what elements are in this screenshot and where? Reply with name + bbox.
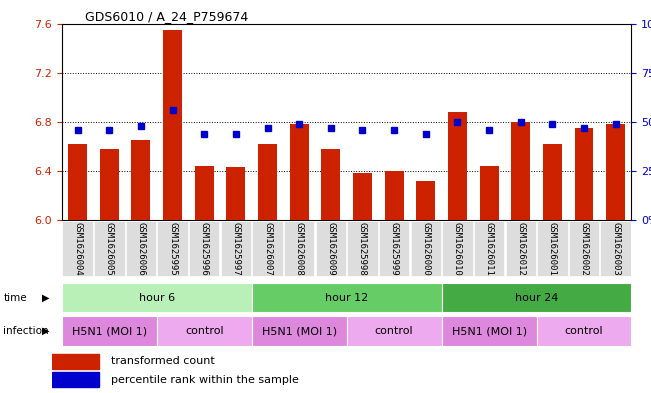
Text: hour 6: hour 6 bbox=[139, 293, 175, 303]
FancyBboxPatch shape bbox=[157, 316, 252, 346]
Text: ▶: ▶ bbox=[42, 293, 50, 303]
FancyBboxPatch shape bbox=[411, 220, 441, 277]
Bar bbox=[511, 122, 530, 220]
Text: GSM1626011: GSM1626011 bbox=[484, 222, 493, 276]
Bar bbox=[543, 144, 562, 220]
FancyBboxPatch shape bbox=[347, 316, 441, 346]
FancyBboxPatch shape bbox=[441, 283, 631, 312]
Bar bbox=[132, 140, 150, 220]
Bar bbox=[290, 124, 309, 220]
Text: infection: infection bbox=[3, 326, 49, 336]
FancyBboxPatch shape bbox=[442, 220, 473, 277]
FancyBboxPatch shape bbox=[252, 283, 441, 312]
FancyBboxPatch shape bbox=[506, 220, 536, 277]
FancyBboxPatch shape bbox=[474, 220, 505, 277]
Text: percentile rank within the sample: percentile rank within the sample bbox=[111, 375, 299, 385]
Text: control: control bbox=[185, 326, 223, 336]
Bar bbox=[52, 372, 99, 387]
FancyBboxPatch shape bbox=[189, 220, 219, 277]
FancyBboxPatch shape bbox=[221, 220, 251, 277]
Text: GSM1626006: GSM1626006 bbox=[137, 222, 145, 276]
FancyBboxPatch shape bbox=[253, 220, 283, 277]
Text: transformed count: transformed count bbox=[111, 356, 214, 366]
Text: GSM1626009: GSM1626009 bbox=[326, 222, 335, 276]
FancyBboxPatch shape bbox=[347, 220, 378, 277]
Bar bbox=[195, 166, 214, 220]
FancyBboxPatch shape bbox=[62, 220, 93, 277]
Text: GSM1625995: GSM1625995 bbox=[168, 222, 177, 276]
Bar bbox=[68, 144, 87, 220]
Text: GSM1626012: GSM1626012 bbox=[516, 222, 525, 276]
Text: ▶: ▶ bbox=[42, 326, 50, 336]
FancyBboxPatch shape bbox=[62, 316, 157, 346]
Text: GSM1626010: GSM1626010 bbox=[453, 222, 462, 276]
FancyBboxPatch shape bbox=[284, 220, 314, 277]
Text: GSM1626007: GSM1626007 bbox=[263, 222, 272, 276]
Text: GSM1625996: GSM1625996 bbox=[200, 222, 209, 276]
Text: GSM1625999: GSM1625999 bbox=[390, 222, 398, 276]
Text: GSM1626005: GSM1626005 bbox=[105, 222, 114, 276]
Bar bbox=[52, 354, 99, 369]
Text: H5N1 (MOI 1): H5N1 (MOI 1) bbox=[72, 326, 147, 336]
Bar bbox=[100, 149, 118, 220]
Text: GSM1626004: GSM1626004 bbox=[73, 222, 82, 276]
Bar bbox=[606, 124, 625, 220]
Text: control: control bbox=[375, 326, 413, 336]
FancyBboxPatch shape bbox=[252, 316, 347, 346]
FancyBboxPatch shape bbox=[537, 220, 568, 277]
FancyBboxPatch shape bbox=[94, 220, 124, 277]
FancyBboxPatch shape bbox=[441, 316, 536, 346]
Bar bbox=[448, 112, 467, 220]
Bar bbox=[227, 167, 245, 220]
Bar bbox=[416, 181, 436, 220]
Text: control: control bbox=[564, 326, 603, 336]
Bar bbox=[480, 166, 499, 220]
FancyBboxPatch shape bbox=[379, 220, 409, 277]
FancyBboxPatch shape bbox=[62, 283, 252, 312]
Bar bbox=[163, 30, 182, 220]
Text: GSM1625997: GSM1625997 bbox=[231, 222, 240, 276]
Text: time: time bbox=[3, 293, 27, 303]
Bar bbox=[258, 144, 277, 220]
FancyBboxPatch shape bbox=[316, 220, 346, 277]
Text: GSM1626001: GSM1626001 bbox=[548, 222, 557, 276]
Text: hour 24: hour 24 bbox=[515, 293, 558, 303]
Bar bbox=[385, 171, 404, 220]
FancyBboxPatch shape bbox=[569, 220, 599, 277]
Text: H5N1 (MOI 1): H5N1 (MOI 1) bbox=[452, 326, 527, 336]
Text: GSM1626008: GSM1626008 bbox=[295, 222, 303, 276]
Text: hour 12: hour 12 bbox=[325, 293, 368, 303]
FancyBboxPatch shape bbox=[158, 220, 187, 277]
Text: GDS6010 / A_24_P759674: GDS6010 / A_24_P759674 bbox=[85, 10, 248, 23]
Text: GSM1626002: GSM1626002 bbox=[579, 222, 589, 276]
Text: H5N1 (MOI 1): H5N1 (MOI 1) bbox=[262, 326, 337, 336]
Bar bbox=[322, 149, 340, 220]
Text: GSM1626000: GSM1626000 bbox=[421, 222, 430, 276]
Bar bbox=[574, 128, 594, 220]
Text: GSM1626003: GSM1626003 bbox=[611, 222, 620, 276]
Bar bbox=[353, 173, 372, 220]
FancyBboxPatch shape bbox=[600, 220, 631, 277]
Text: GSM1625998: GSM1625998 bbox=[358, 222, 367, 276]
FancyBboxPatch shape bbox=[536, 316, 631, 346]
FancyBboxPatch shape bbox=[126, 220, 156, 277]
